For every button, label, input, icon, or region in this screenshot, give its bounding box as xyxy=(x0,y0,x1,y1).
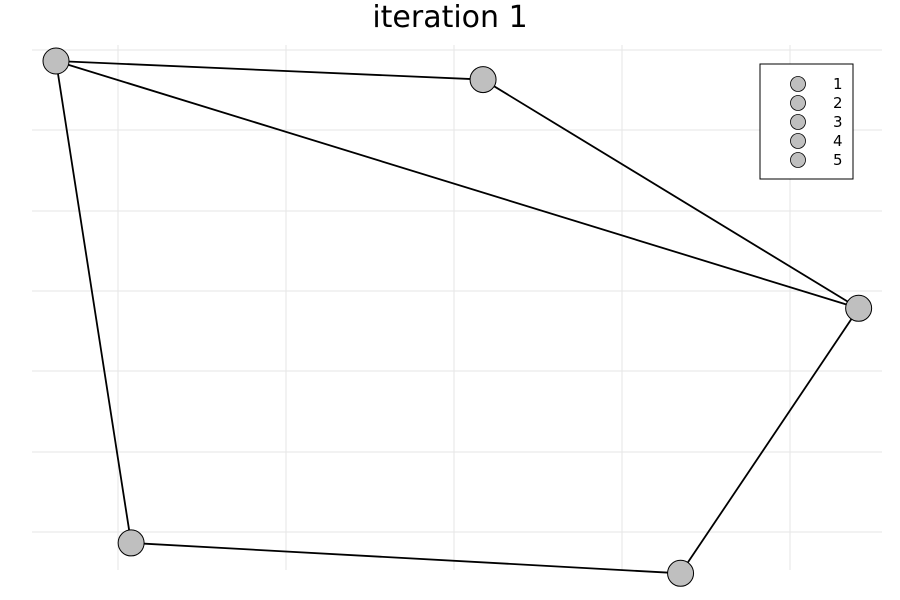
edge-A-C xyxy=(55,60,859,310)
legend-box xyxy=(759,63,854,180)
legend-marker-1 xyxy=(790,76,806,92)
legend-label-2: 2 xyxy=(833,94,843,112)
legend-marker-5 xyxy=(790,152,806,168)
node-D xyxy=(667,559,695,587)
edge-D-E xyxy=(131,542,681,575)
legend-label-4: 4 xyxy=(833,132,843,150)
edge-B-C xyxy=(482,78,860,310)
legend-marker-2 xyxy=(790,95,806,111)
nodes xyxy=(42,47,873,587)
node-C xyxy=(845,294,873,322)
edge-E-A xyxy=(55,60,133,544)
node-E xyxy=(117,529,145,557)
node-B xyxy=(469,66,497,94)
chart-title: iteration 1 xyxy=(372,0,528,35)
edge-A-B xyxy=(55,60,484,81)
legend-marker-3 xyxy=(790,114,806,130)
legend-label-5: 5 xyxy=(833,151,843,169)
legend-label-1: 1 xyxy=(833,75,843,93)
legend-marker-4 xyxy=(790,133,806,149)
edge-C-D xyxy=(679,307,860,574)
node-A xyxy=(42,47,70,75)
edges xyxy=(55,60,860,575)
legend-label-3: 3 xyxy=(833,113,843,131)
grid xyxy=(32,45,882,570)
